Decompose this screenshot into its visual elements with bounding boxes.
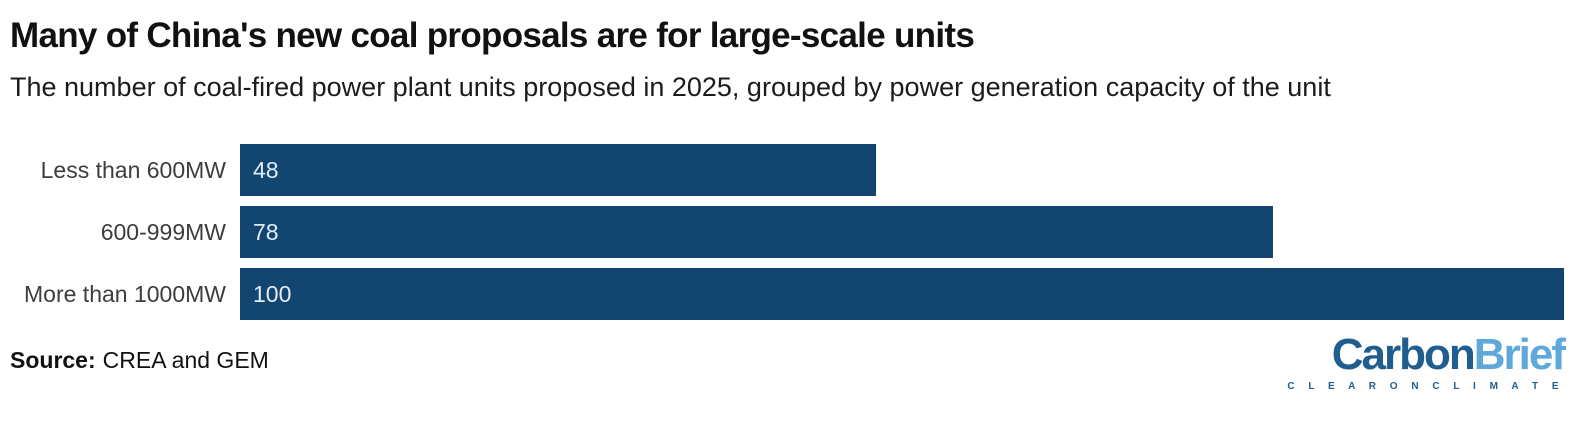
logo-brief-text: Brief [1473,330,1566,379]
carbonbrief-logo: CarbonBrief C L E A R O N C L I M A T E [1287,330,1566,393]
value-label: 78 [253,218,279,245]
source-note: Source: CREA and GEM [10,347,269,374]
source-label: Source: [10,347,96,373]
page-subtitle: The number of coal-fired power plant uni… [10,72,1331,102]
bar-track: 48 [240,144,1564,196]
bar-row-less-than-600mw: Less than 600MW 48 [0,144,1564,196]
bar[interactable]: 48 [240,144,876,196]
source-text: CREA and GEM [102,347,269,373]
bar-chart: Less than 600MW 48 600-999MW 78 More tha… [0,144,1564,320]
category-label: More than 1000MW [24,280,226,307]
value-label: 48 [253,156,279,183]
bar[interactable]: 100 [240,268,1564,320]
logo-carbon-text: Carbon [1331,330,1476,379]
bar-track: 78 [240,206,1564,258]
category-label: 600-999MW [100,218,226,245]
bar-row-more-than-1000mw: More than 1000MW 100 [0,268,1564,320]
category-label: Less than 600MW [40,156,226,183]
logo-tagline: C L E A R O N C L I M A T E [1287,381,1564,392]
bar[interactable]: 78 [240,206,1273,258]
value-label: 100 [253,280,292,307]
page-title: Many of China's new coal proposals are f… [10,16,975,55]
bar-track: 100 [240,268,1564,320]
carbonbrief-wordmark: CarbonBrief [1287,330,1566,379]
bar-row-600-999mw: 600-999MW 78 [0,206,1564,258]
